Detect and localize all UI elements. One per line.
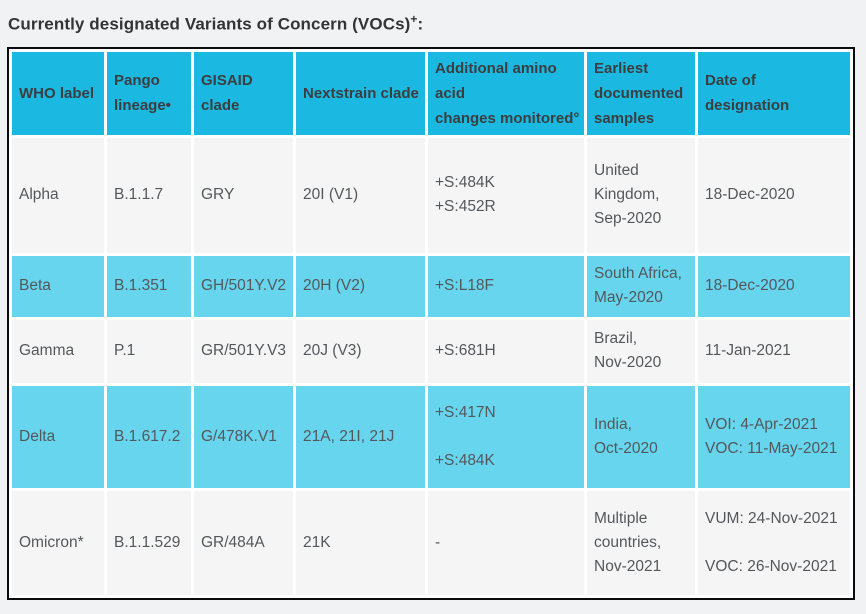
table-cell-1: B.1.1.529: [107, 490, 191, 595]
table-cell-5: Multiple countries, Nov-2021: [587, 490, 695, 595]
table-cell-6: 11-Jan-2021: [698, 319, 850, 383]
table-row: Delta B.1.617.2 G/478K.V1 21A, 21I, 21J +S:4…: [12, 385, 850, 488]
table-cell-3: 21A, 21I, 21J: [296, 385, 425, 488]
voc-table-body: Alpha B.1.1.7 GRY 20I (V1) +S:484K +S:452R Un…: [12, 137, 850, 595]
table-row: Beta B.1.351 GH/501Y.V2 20H (V2) +S:L18F Sout…: [12, 255, 850, 317]
table-cell-2: G/478K.V1: [194, 385, 293, 488]
table-row: Alpha B.1.1.7 GRY 20I (V1) +S:484K +S:452R Un…: [12, 137, 850, 253]
table-row: Gamma P.1 GR/501Y.V3 20J (V3) +S:681H Brazil,…: [12, 319, 850, 383]
table-cell-5: United Kingdom, Sep-2020: [587, 137, 695, 253]
table-cell-6: 18-Dec-2020: [698, 137, 850, 253]
page-title-text: Currently designated Variants of Concern…: [8, 14, 411, 34]
voc-table-header: WHO label Pango lineage• GISAID clade Nexts…: [12, 51, 850, 135]
table-cell-5: South Africa, May-2020: [587, 255, 695, 317]
table-cell-6: VOI: 4-Apr-2021 VOC: 11-May-2021: [698, 385, 850, 488]
header-cell-4: Additional amino acid changes monitored°: [428, 51, 584, 135]
table-cell-0: Beta: [12, 255, 104, 317]
table-cell-4: +S:484K +S:452R: [428, 137, 584, 253]
table-cell-3: 21K: [296, 490, 425, 595]
table-cell-4: -: [428, 490, 584, 595]
table-cell-2: GH/501Y.V2: [194, 255, 293, 317]
table-cell-5: Brazil, Nov-2020: [587, 319, 695, 383]
table-cell-1: B.1.351: [107, 255, 191, 317]
header-cell-0: WHO label: [12, 51, 104, 135]
table-cell-4: +S:417N +S:484K: [428, 385, 584, 488]
table-cell-0: Delta: [12, 385, 104, 488]
table-cell-4: +S:681H: [428, 319, 584, 383]
table-cell-3: 20H (V2): [296, 255, 425, 317]
table-cell-1: B.1.617.2: [107, 385, 191, 488]
header-cell-3: Nextstrain clade: [296, 51, 425, 135]
table-cell-6: VUM: 24-Nov-2021 VOC: 26-Nov-2021: [698, 490, 850, 595]
table-cell-1: P.1: [107, 319, 191, 383]
header-cell-2: GISAID clade: [194, 51, 293, 135]
title-superscript: +: [410, 12, 418, 26]
voc-table: WHO label Pango lineage• GISAID clade Nexts…: [7, 46, 855, 600]
table-cell-3: 20I (V1): [296, 137, 425, 253]
table-cell-0: Alpha: [12, 137, 104, 253]
table-cell-5: India, Oct-2020: [587, 385, 695, 488]
table-cell-2: GRY: [194, 137, 293, 253]
table-row: Omicron* B.1.1.529 GR/484A 21K - Multiple cou…: [12, 490, 850, 595]
page-title: Currently designated Variants of Concern…: [8, 8, 859, 36]
header-cell-1: Pango lineage•: [107, 51, 191, 135]
header-cell-5: Earliest documented samples: [587, 51, 695, 135]
title-colon: :: [417, 14, 424, 34]
table-cell-2: GR/484A: [194, 490, 293, 595]
header-row: WHO label Pango lineage• GISAID clade Nexts…: [12, 51, 850, 135]
header-cell-6: Date of designation: [698, 51, 850, 135]
table-cell-4: +S:L18F: [428, 255, 584, 317]
table-cell-1: B.1.1.7: [107, 137, 191, 253]
table-cell-0: Gamma: [12, 319, 104, 383]
table-cell-3: 20J (V3): [296, 319, 425, 383]
table-cell-2: GR/501Y.V3: [194, 319, 293, 383]
table-cell-0: Omicron*: [12, 490, 104, 595]
table-cell-6: 18-Dec-2020: [698, 255, 850, 317]
